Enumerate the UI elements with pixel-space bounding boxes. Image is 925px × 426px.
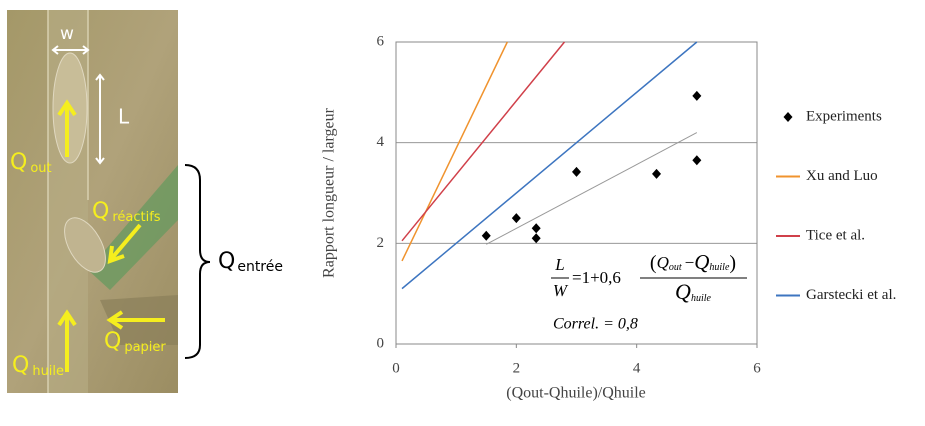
series-line	[401, 41, 698, 290]
correlation: Correl. = 0,8	[553, 316, 638, 333]
point	[511, 213, 521, 224]
flow-arrows	[57, 99, 165, 372]
dimension-arrows	[51, 45, 105, 165]
y-tick-label: 0	[377, 335, 385, 351]
point	[531, 223, 541, 234]
x-tick-label: 4	[633, 360, 641, 376]
x-tick-label: 6	[753, 360, 761, 376]
y-tick-label: 6	[377, 33, 385, 49]
x-tick-label: 0	[392, 360, 400, 376]
fit-line	[486, 132, 698, 245]
x-axis-label: (Qout-Qhuile)/Qhuile	[506, 385, 646, 402]
y-axis-label: Rapport longueur / largeur	[321, 107, 338, 278]
legend-label: Garstecki et al.	[806, 287, 896, 303]
point	[531, 233, 541, 244]
eq-den: Qhuile	[675, 279, 711, 304]
legend-label: Experiments	[806, 108, 882, 124]
label-l: L	[118, 105, 130, 129]
legend-swatch	[783, 112, 793, 122]
bracket	[184, 164, 211, 359]
x-tick-label: 2	[513, 360, 521, 376]
point	[481, 230, 491, 241]
series-line	[401, 41, 566, 242]
legend-label: Tice et al.	[806, 227, 865, 243]
y-tick-label: 4	[377, 134, 385, 150]
equation: L W =1+0,6 (Qout −Qhuile) Qhuile Correl. …	[551, 250, 747, 333]
point	[692, 155, 702, 166]
eq-l: L	[554, 255, 564, 274]
eq-rhs: =1+0,6	[572, 268, 621, 287]
y-tick-label: 2	[377, 235, 385, 251]
chart: (Qout-Qhuile)/Qhuile Rapport longueur / …	[321, 33, 897, 401]
legend-label: Xu and Luo	[806, 168, 878, 184]
label-w: w	[60, 24, 74, 44]
point	[652, 168, 662, 179]
point	[692, 90, 702, 101]
point	[572, 166, 581, 177]
eq-num: (Qout −Qhuile)	[650, 250, 736, 274]
eq-w: W	[553, 281, 569, 300]
droplet	[64, 217, 106, 273]
series-line	[401, 41, 508, 262]
